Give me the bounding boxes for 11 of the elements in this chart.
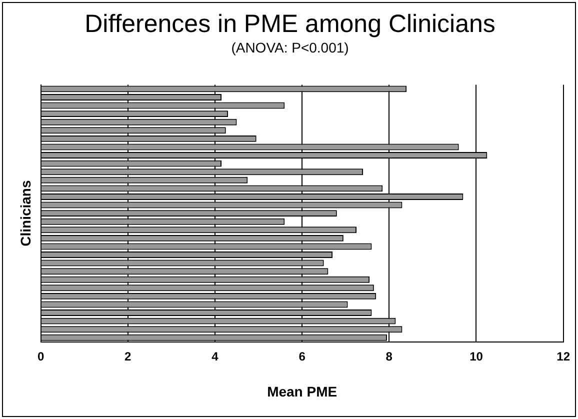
- x-tick-label: 12: [556, 349, 570, 364]
- x-axis-title: Mean PME: [267, 383, 338, 400]
- chart-subtitle: (ANOVA: P<0.001): [231, 39, 349, 56]
- y-axis-title: Clinicians: [17, 180, 34, 246]
- x-tick-label: 4: [212, 349, 219, 364]
- x-tick-label: 2: [124, 349, 132, 364]
- x-tick-label: 6: [298, 349, 306, 364]
- chart-title: Differences in PME among Clinicians: [84, 10, 496, 38]
- x-tick-label: 10: [470, 349, 484, 364]
- x-tick-label: 8: [386, 349, 393, 364]
- x-tick-label: 0: [37, 349, 44, 364]
